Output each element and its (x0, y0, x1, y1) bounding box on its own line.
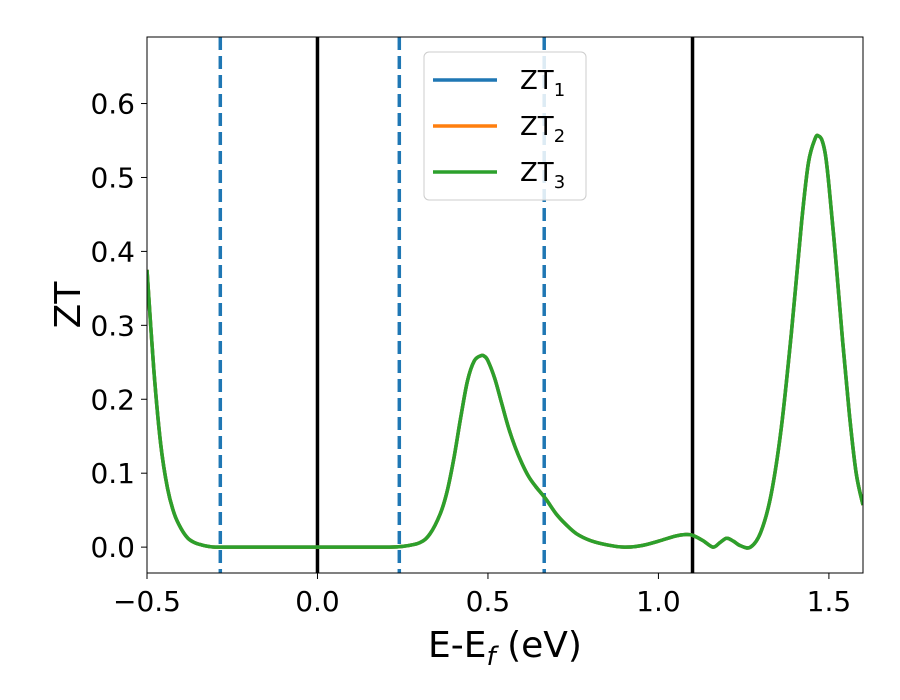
legend-box (423, 51, 587, 201)
legend-label-1: ZT1 (520, 66, 565, 101)
zt-curves (147, 133, 863, 550)
y-axis-label: ZT (48, 281, 89, 329)
plot-frame (146, 36, 864, 574)
series-line-3 (147, 133, 863, 550)
y-tick-label: 0.3 (90, 309, 135, 342)
vertical-reference-lines (218, 37, 695, 573)
x-tick-label: −0.5 (113, 585, 181, 618)
x-axis-label: E-Ef (eV) (428, 625, 582, 672)
legend-label-3: ZT3 (520, 158, 565, 193)
x-axis-ticks: −0.5 0.0 0.5 1.0 1.5 (113, 573, 851, 618)
y-axis-ticks: 0.0 0.1 0.2 0.3 0.4 0.5 0.6 (90, 88, 147, 564)
y-tick-label: 0.2 (90, 383, 135, 416)
legend-label-2: ZT2 (520, 112, 565, 147)
x-tick-label: 1.5 (807, 585, 852, 618)
legend: ZT1 ZT2 ZT3 (423, 51, 587, 201)
x-tick-label: 0.0 (295, 585, 340, 618)
x-tick-label: 1.0 (636, 585, 681, 618)
y-tick-label: 0.0 (90, 531, 135, 564)
y-tick-label: 0.1 (90, 457, 135, 490)
y-tick-label: 0.6 (90, 88, 135, 121)
y-tick-label: 0.5 (90, 161, 135, 194)
y-tick-label: 0.4 (90, 235, 135, 268)
x-tick-label: 0.5 (466, 585, 511, 618)
